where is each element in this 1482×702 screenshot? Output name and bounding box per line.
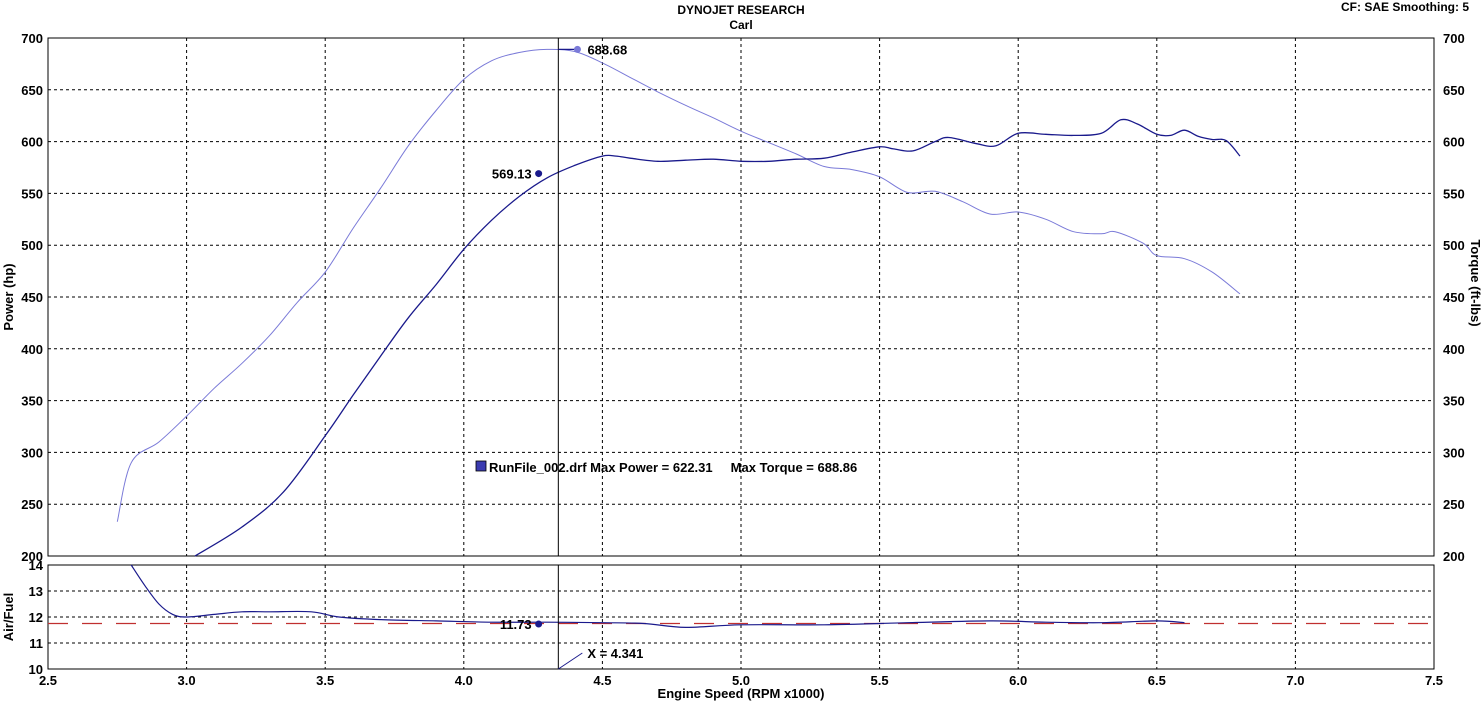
y-tick-label-left: 550	[21, 186, 43, 201]
y-tick-label-left: 600	[21, 135, 43, 150]
y-tick-label-right: 700	[1443, 31, 1465, 46]
chart-settings: CF: SAE Smoothing: 5	[1341, 0, 1469, 14]
y-tick-label-left: 400	[21, 342, 43, 357]
legend-swatch	[475, 460, 487, 472]
air-fuel-grid	[48, 565, 1434, 669]
legend-text: RunFile_002.drf Max Power = 622.31 Max T…	[489, 460, 857, 475]
x-tick-label: 2.5	[39, 673, 57, 688]
chart-subtitle: Carl	[729, 18, 752, 32]
y-tick-label-left: 250	[21, 497, 43, 512]
y-tick-label-left: 350	[21, 394, 43, 409]
power-marker	[535, 170, 543, 178]
y-tick-label-right: 300	[1443, 445, 1465, 460]
y-tick-label-left: 200	[21, 549, 43, 564]
y-tick-label-right: 350	[1443, 394, 1465, 409]
air-fuel-tick-label: 14	[29, 558, 44, 573]
cursor-readout-leader	[558, 652, 583, 670]
y-tick-label-right: 400	[1443, 342, 1465, 357]
y-tick-label-left: 650	[21, 83, 43, 98]
y-tick-label-left: 700	[21, 31, 43, 46]
y-tick-label-right: 250	[1443, 497, 1465, 512]
x-tick-label: 6.0	[1009, 673, 1027, 688]
y-tick-label-right: 450	[1443, 290, 1465, 305]
chart-title: DYNOJET RESEARCH	[677, 3, 804, 17]
air-fuel-series	[48, 564, 1434, 629]
air-fuel-marker	[535, 620, 543, 628]
x-tick-label: 7.0	[1286, 673, 1304, 688]
x-tick-label: 5.5	[871, 673, 889, 688]
x-tick-label: 5.0	[732, 673, 750, 688]
air-fuel-tick-label: 11	[29, 636, 43, 651]
air-fuel-tick-label: 12	[29, 610, 43, 625]
air-fuel-tick-label: 10	[29, 662, 43, 677]
y-tick-label-right: 600	[1443, 135, 1465, 150]
air-fuel-tick-label: 13	[29, 584, 43, 599]
air-fuel-value-label: 11.73	[500, 617, 532, 632]
cursor-readout-label: X = 4.341	[587, 646, 643, 661]
torque-marker	[573, 45, 581, 53]
x-axis-label: Engine Speed (RPM x1000)	[658, 686, 825, 701]
power-line	[194, 118, 1241, 557]
x-tick-label: 3.0	[178, 673, 196, 688]
y-tick-label-left: 500	[21, 238, 43, 253]
air-fuel-line	[130, 564, 1185, 629]
y-tick-label-right: 550	[1443, 186, 1465, 201]
x-tick-label: 4.0	[455, 673, 473, 688]
power-torque-series	[116, 48, 1241, 557]
y-tick-label-right: 500	[1443, 238, 1465, 253]
x-tick-label: 7.5	[1425, 673, 1443, 688]
x-tick-label: 4.5	[593, 673, 611, 688]
y-tick-label-left: 300	[21, 445, 43, 460]
y-tick-label-right: 650	[1443, 83, 1465, 98]
power-torque-grid	[48, 38, 1434, 556]
y-axis-label-left: Power (hp)	[1, 263, 16, 330]
x-tick-label: 6.5	[1148, 673, 1166, 688]
x-tick-label: 3.5	[316, 673, 334, 688]
power-value-label: 569.13	[492, 167, 532, 182]
torque-line	[116, 48, 1241, 522]
y-axis-label-right: Torque (ft-lbs)	[1468, 239, 1482, 326]
air-fuel-axis-label: Air/Fuel	[1, 593, 16, 641]
torque-value-label: 688.68	[587, 42, 627, 57]
y-tick-label-right: 200	[1443, 549, 1465, 564]
y-tick-label-left: 450	[21, 290, 43, 305]
